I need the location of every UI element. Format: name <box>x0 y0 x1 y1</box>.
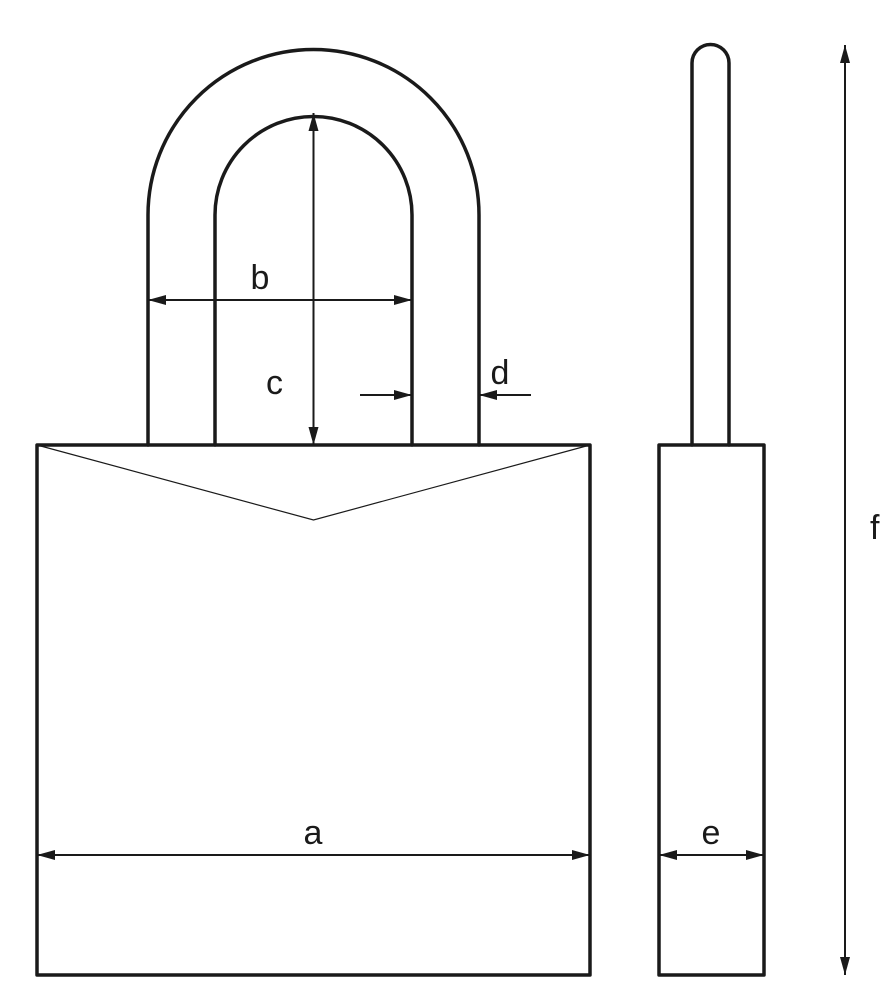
dim-label-d: d <box>491 354 510 392</box>
dim-label-e: e <box>702 814 721 852</box>
dim-label-c: c <box>266 364 283 402</box>
dim-label-b: b <box>251 259 270 297</box>
front-body <box>37 445 590 975</box>
front-chevron <box>37 445 590 520</box>
dim-label-f: f <box>870 509 880 547</box>
padlock-dimension-diagram: a b c d e f <box>0 0 889 1000</box>
dim-label-a: a <box>304 814 323 852</box>
side-shackle <box>692 45 729 446</box>
side-body <box>659 445 764 975</box>
